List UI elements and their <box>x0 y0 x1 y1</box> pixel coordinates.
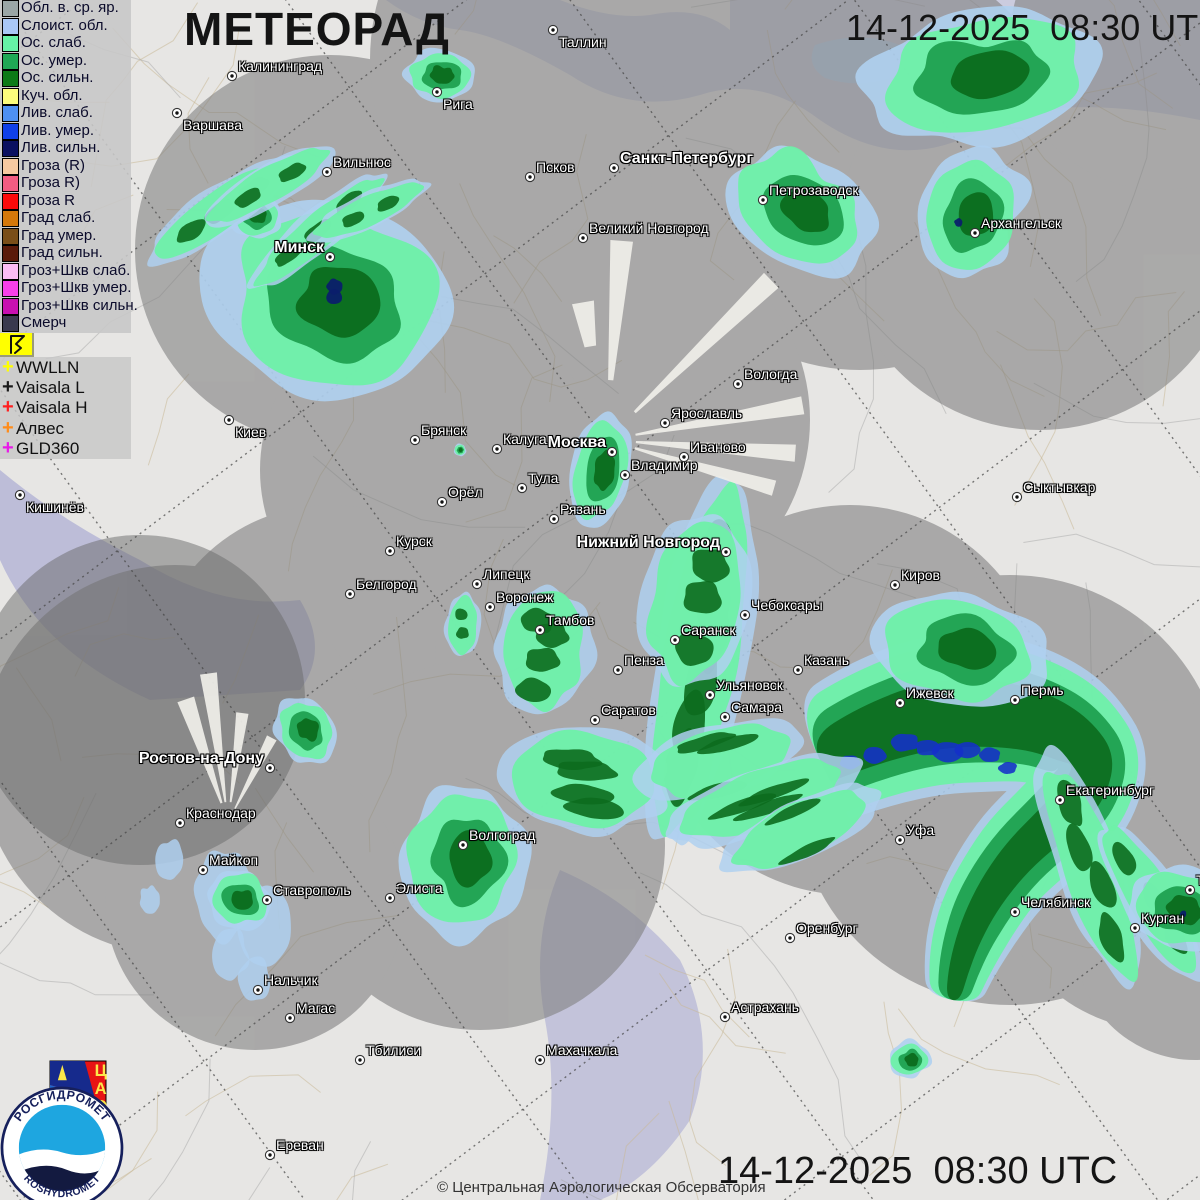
svg-text:Ц: Ц <box>95 1061 108 1080</box>
svg-text:А: А <box>95 1079 107 1098</box>
